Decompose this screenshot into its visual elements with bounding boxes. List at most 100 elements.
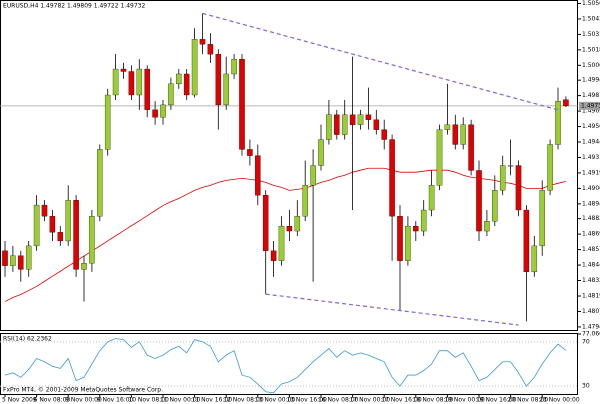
candle-body — [65, 199, 71, 242]
candle-body — [270, 250, 277, 261]
trendline — [202, 12, 559, 111]
candle-body — [420, 209, 427, 232]
candle-body — [492, 190, 498, 222]
x-tick-label: 19 Nov 16:00 — [476, 397, 517, 404]
candle-body — [262, 195, 269, 251]
y-tick-label: 1.49315 — [582, 154, 600, 161]
y-tick-label: 1.48070 — [582, 308, 600, 315]
candle-body — [104, 94, 111, 150]
x-tick-label: 6 Nov 08:00 — [34, 397, 71, 404]
candle-body — [357, 114, 364, 125]
candle-body — [499, 165, 506, 191]
rsi-frame — [0, 333, 578, 395]
candle-body — [41, 204, 48, 217]
candle-body — [255, 155, 261, 196]
x-tick-label: 19 Nov 00:00 — [444, 397, 485, 404]
candle-body — [341, 114, 348, 135]
y-tick-label: 1.48820 — [582, 215, 600, 222]
y-tick-label: 1.49940 — [582, 77, 600, 84]
candle-body — [468, 124, 474, 171]
candle-body — [247, 149, 253, 156]
rsi-title: RSI(14) 62.2362 — [3, 336, 52, 343]
candle-body — [523, 209, 530, 273]
y-tick-label: 1.48570 — [582, 246, 600, 253]
y-tick-label: 1.49065 — [582, 185, 600, 192]
candle-body — [2, 250, 8, 266]
rsi-tick-label: 30 — [582, 383, 590, 390]
candle-body — [389, 139, 395, 217]
candle-body — [112, 68, 119, 96]
y-tick-label: 1.49565 — [582, 123, 600, 130]
candle-body — [160, 104, 166, 118]
candle-body — [365, 114, 372, 120]
x-tick-label: 5 Nov 2009 — [2, 397, 37, 404]
candle-body — [373, 119, 380, 130]
x-tick-label: 12 Nov 08:00 — [223, 397, 264, 404]
y-tick-label: 1.48195 — [582, 292, 600, 299]
y-tick-label: 1.49690 — [582, 108, 600, 115]
candle-body — [428, 185, 435, 211]
y-tick-label: 1.48445 — [582, 262, 600, 269]
candle-body — [318, 139, 324, 166]
candle-body — [89, 216, 95, 264]
current-price-label: 1.49732 — [581, 102, 600, 109]
candle-body — [531, 245, 538, 273]
candle-body — [215, 54, 222, 106]
candle-body — [199, 39, 206, 45]
candle-body — [144, 68, 150, 110]
moving-average — [4, 167, 566, 302]
candle-body — [10, 255, 16, 266]
y-tick-label: 1.50185 — [582, 46, 600, 53]
current-price-box — [579, 101, 600, 110]
candle-body — [168, 83, 174, 106]
candle-body — [484, 221, 490, 232]
candle-body — [120, 68, 127, 72]
rsi-line — [4, 338, 567, 394]
y-tick-label: 1.50310 — [582, 31, 600, 38]
candle-body — [349, 114, 356, 125]
y-tick-label: 1.50560 — [582, 0, 600, 7]
chart-title: EURUSD,H4 1.49782 1.49809 1.49722 1.4973… — [3, 3, 145, 10]
candle-body — [413, 225, 419, 232]
candle-body — [57, 232, 64, 242]
trendline — [265, 293, 519, 326]
x-tick-label: 10 Nov 08:00 — [128, 397, 169, 404]
candle-body — [302, 185, 308, 217]
x-tick-label: 13 Nov 00:00 — [255, 397, 296, 404]
candle-body — [136, 68, 143, 96]
candle-body — [460, 124, 466, 145]
y-tick-label: 1.49815 — [582, 92, 600, 99]
candle-body — [405, 225, 411, 261]
candle-body — [326, 114, 332, 140]
rsi-tick-label: 77.0668 — [582, 331, 600, 338]
candle-body — [515, 165, 522, 211]
candle-body — [452, 124, 459, 145]
x-tick-label: 20 Nov 08:00 — [508, 397, 549, 404]
x-tick-label: 9 Nov 00:00 — [65, 397, 102, 404]
x-tick-label: 18 Nov 08:00 — [413, 397, 454, 404]
x-tick-label: 11 Nov 00:00 — [160, 397, 201, 404]
candle-body — [310, 165, 316, 186]
footer: FxPro MT4, © 2001-2009 MetaQuotes Softwa… — [3, 387, 163, 394]
candle-body — [294, 216, 301, 232]
candle-body — [207, 44, 214, 55]
x-tick-label: 9 Nov 16:00 — [97, 397, 134, 404]
y-tick-label: 1.48940 — [582, 200, 600, 207]
candle-body — [25, 245, 32, 270]
candle-body — [239, 58, 245, 150]
candle-body — [507, 165, 514, 167]
candle-body — [97, 149, 103, 217]
y-tick-label: 1.47945 — [582, 323, 600, 330]
rsi-tick-label: 70 — [582, 338, 590, 345]
y-tick-label: 1.50060 — [582, 62, 600, 69]
y-tick-label: 1.49440 — [582, 139, 600, 146]
candle-body — [286, 225, 293, 232]
candle-body — [191, 39, 198, 96]
candle-body — [334, 114, 340, 135]
candle-body — [152, 109, 158, 118]
candle-body — [223, 73, 229, 106]
candle-body — [444, 124, 451, 130]
y-tick-label: 1.50435 — [582, 15, 600, 22]
y-tick-label: 1.48320 — [582, 277, 600, 284]
